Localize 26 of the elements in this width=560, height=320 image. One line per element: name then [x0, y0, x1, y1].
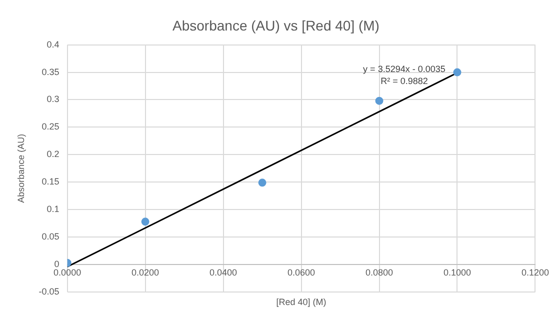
y-tick-label: 0.15 [42, 176, 60, 187]
y-tick-label: 0.35 [42, 66, 60, 77]
annotation: y = 3.5294x - 0.0035 [363, 64, 446, 74]
x-tick-label: 0.0400 [210, 267, 238, 278]
x-tick-label: 0.1000 [443, 267, 472, 278]
y-tick-label: 0.25 [42, 122, 60, 132]
point [258, 178, 266, 187]
y-tick-label: 0.3 [46, 94, 60, 104]
annotation: R² = 0.9882 [380, 76, 428, 86]
point [453, 68, 462, 76]
x-tick-label: 0.0600 [288, 267, 316, 278]
y-tick-label: 0 [54, 259, 60, 270]
y-tick-label: 0.2 [46, 149, 60, 160]
x-tick-label: 0.0800 [365, 267, 394, 278]
x-tick-label: 0.1200 [521, 267, 549, 278]
x-axis-title: [Red 40] (M) [276, 296, 326, 307]
chart-title: Absorbance (AU) vs [Red 40] (M) [172, 17, 380, 34]
y-tick-label: -0.05 [38, 286, 60, 296]
y-tick-label: 0.4 [46, 39, 60, 50]
y-tick-label: 0.05 [42, 232, 60, 242]
x-tick-label: 0.0200 [132, 267, 160, 278]
y-tick-label: 0.1 [46, 204, 60, 214]
point [375, 96, 384, 105]
point [141, 218, 150, 226]
x-tick-label: 0.0000 [54, 267, 82, 278]
y-axis-title: Absorbance (AU) [16, 134, 26, 203]
